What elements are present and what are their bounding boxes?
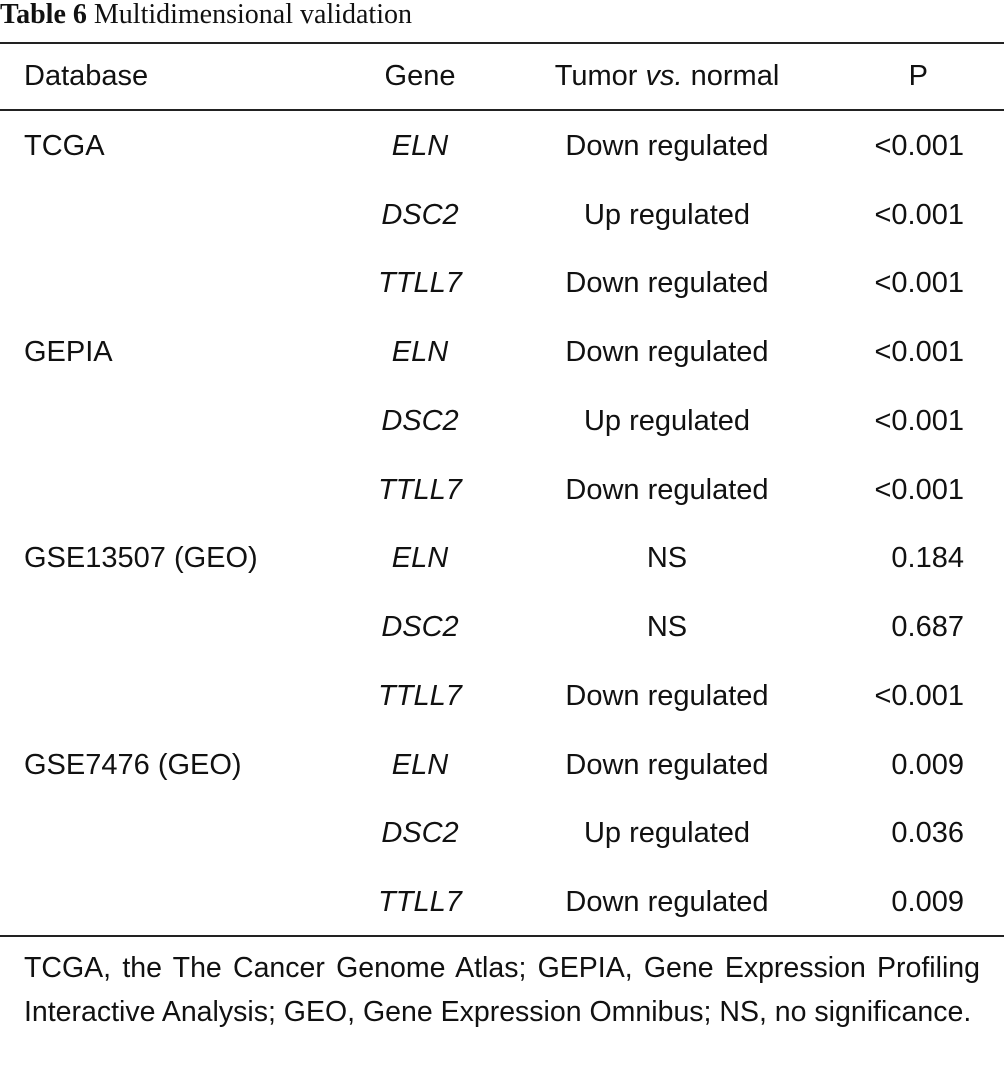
cell-regulation: Up regulated <box>583 404 751 437</box>
cell-regulation: NS <box>646 542 688 575</box>
table-caption: Table 6 Multidimensional validation <box>0 0 412 40</box>
cell-p-value: 0.036 <box>891 817 964 850</box>
table-row: TTLL7 Down regulated <0.001 <box>0 250 1004 319</box>
table-row: TTLL7 Down regulated <0.001 <box>0 456 1004 525</box>
cell-p-value: 0.687 <box>891 611 964 644</box>
cell-gene: TTLL7 <box>378 886 462 919</box>
header-tumor-vs-normal: Tumor vs. normal <box>530 44 804 109</box>
cell-regulation: NS <box>646 611 688 644</box>
cell-gene: TTLL7 <box>378 267 462 300</box>
table-header-row: Database Gene Tumor vs. normal P <box>0 44 1004 109</box>
table-row: DSC2 NS 0.687 <box>0 593 1004 662</box>
table-row: GEPIA ELN Down regulated <0.001 <box>0 318 1004 387</box>
table-row: TTLL7 Down regulated 0.009 <box>0 868 1004 937</box>
cell-p-value: 0.009 <box>891 748 964 781</box>
cell-p-value: <0.001 <box>874 198 964 231</box>
header-vs-text: vs. <box>645 60 683 92</box>
cell-p-value: 0.009 <box>891 886 964 919</box>
cell-p-value: <0.001 <box>874 679 964 712</box>
table-row: DSC2 Up regulated <0.001 <box>0 387 1004 456</box>
cell-regulation: Down regulated <box>565 267 769 300</box>
cell-gene: ELN <box>391 748 449 781</box>
header-normal-text: normal <box>682 60 780 92</box>
cell-regulation: Down regulated <box>565 748 769 781</box>
table-title: Multidimensional validation <box>86 0 412 30</box>
table-row: TTLL7 Down regulated <0.001 <box>0 662 1004 731</box>
cell-gene: ELN <box>391 336 449 369</box>
cell-database: TCGA <box>24 129 105 162</box>
cell-regulation: Down regulated <box>565 129 769 162</box>
cell-database: GSE13507 (GEO) <box>24 542 258 575</box>
table-label: Table 6 <box>0 0 87 30</box>
cell-database: GSE7476 (GEO) <box>24 748 242 781</box>
cell-gene: DSC2 <box>381 611 459 644</box>
cell-gene: DSC2 <box>381 817 459 850</box>
header-rule <box>0 109 1004 111</box>
cell-regulation: Down regulated <box>565 679 769 712</box>
table-footnote: TCGA, the The Cancer Genome Atlas; GEPIA… <box>24 952 980 1028</box>
cell-gene: TTLL7 <box>378 473 462 506</box>
cell-p-value: <0.001 <box>874 473 964 506</box>
cell-regulation: Up regulated <box>583 817 751 850</box>
bottom-rule <box>0 935 1004 937</box>
cell-regulation: Down regulated <box>565 336 769 369</box>
header-tumor-text: Tumor <box>554 60 646 92</box>
table-row: DSC2 Up regulated 0.036 <box>0 800 1004 869</box>
cell-regulation: Down regulated <box>565 886 769 919</box>
top-rule <box>0 42 1004 44</box>
table-row: TCGA ELN Down regulated <0.001 <box>0 112 1004 181</box>
header-p: P <box>908 60 928 92</box>
table-row: GSE7476 (GEO) ELN Down regulated 0.009 <box>0 731 1004 800</box>
table-row: DSC2 Up regulated <0.001 <box>0 181 1004 250</box>
header-gene: Gene <box>384 60 456 92</box>
cell-gene: TTLL7 <box>378 679 462 712</box>
cell-gene: ELN <box>391 542 449 575</box>
cell-regulation: Down regulated <box>565 473 769 506</box>
cell-regulation: Up regulated <box>583 198 751 231</box>
table-row: GSE13507 (GEO) ELN NS 0.184 <box>0 525 1004 594</box>
cell-gene: ELN <box>391 129 449 162</box>
cell-p-value: <0.001 <box>874 336 964 369</box>
header-database: Database <box>24 60 149 92</box>
cell-p-value: 0.184 <box>891 542 964 575</box>
cell-p-value: <0.001 <box>874 404 964 437</box>
cell-p-value: <0.001 <box>874 267 964 300</box>
cell-gene: DSC2 <box>381 198 459 231</box>
cell-gene: DSC2 <box>381 404 459 437</box>
cell-database: GEPIA <box>24 336 113 369</box>
cell-p-value: <0.001 <box>874 129 964 162</box>
